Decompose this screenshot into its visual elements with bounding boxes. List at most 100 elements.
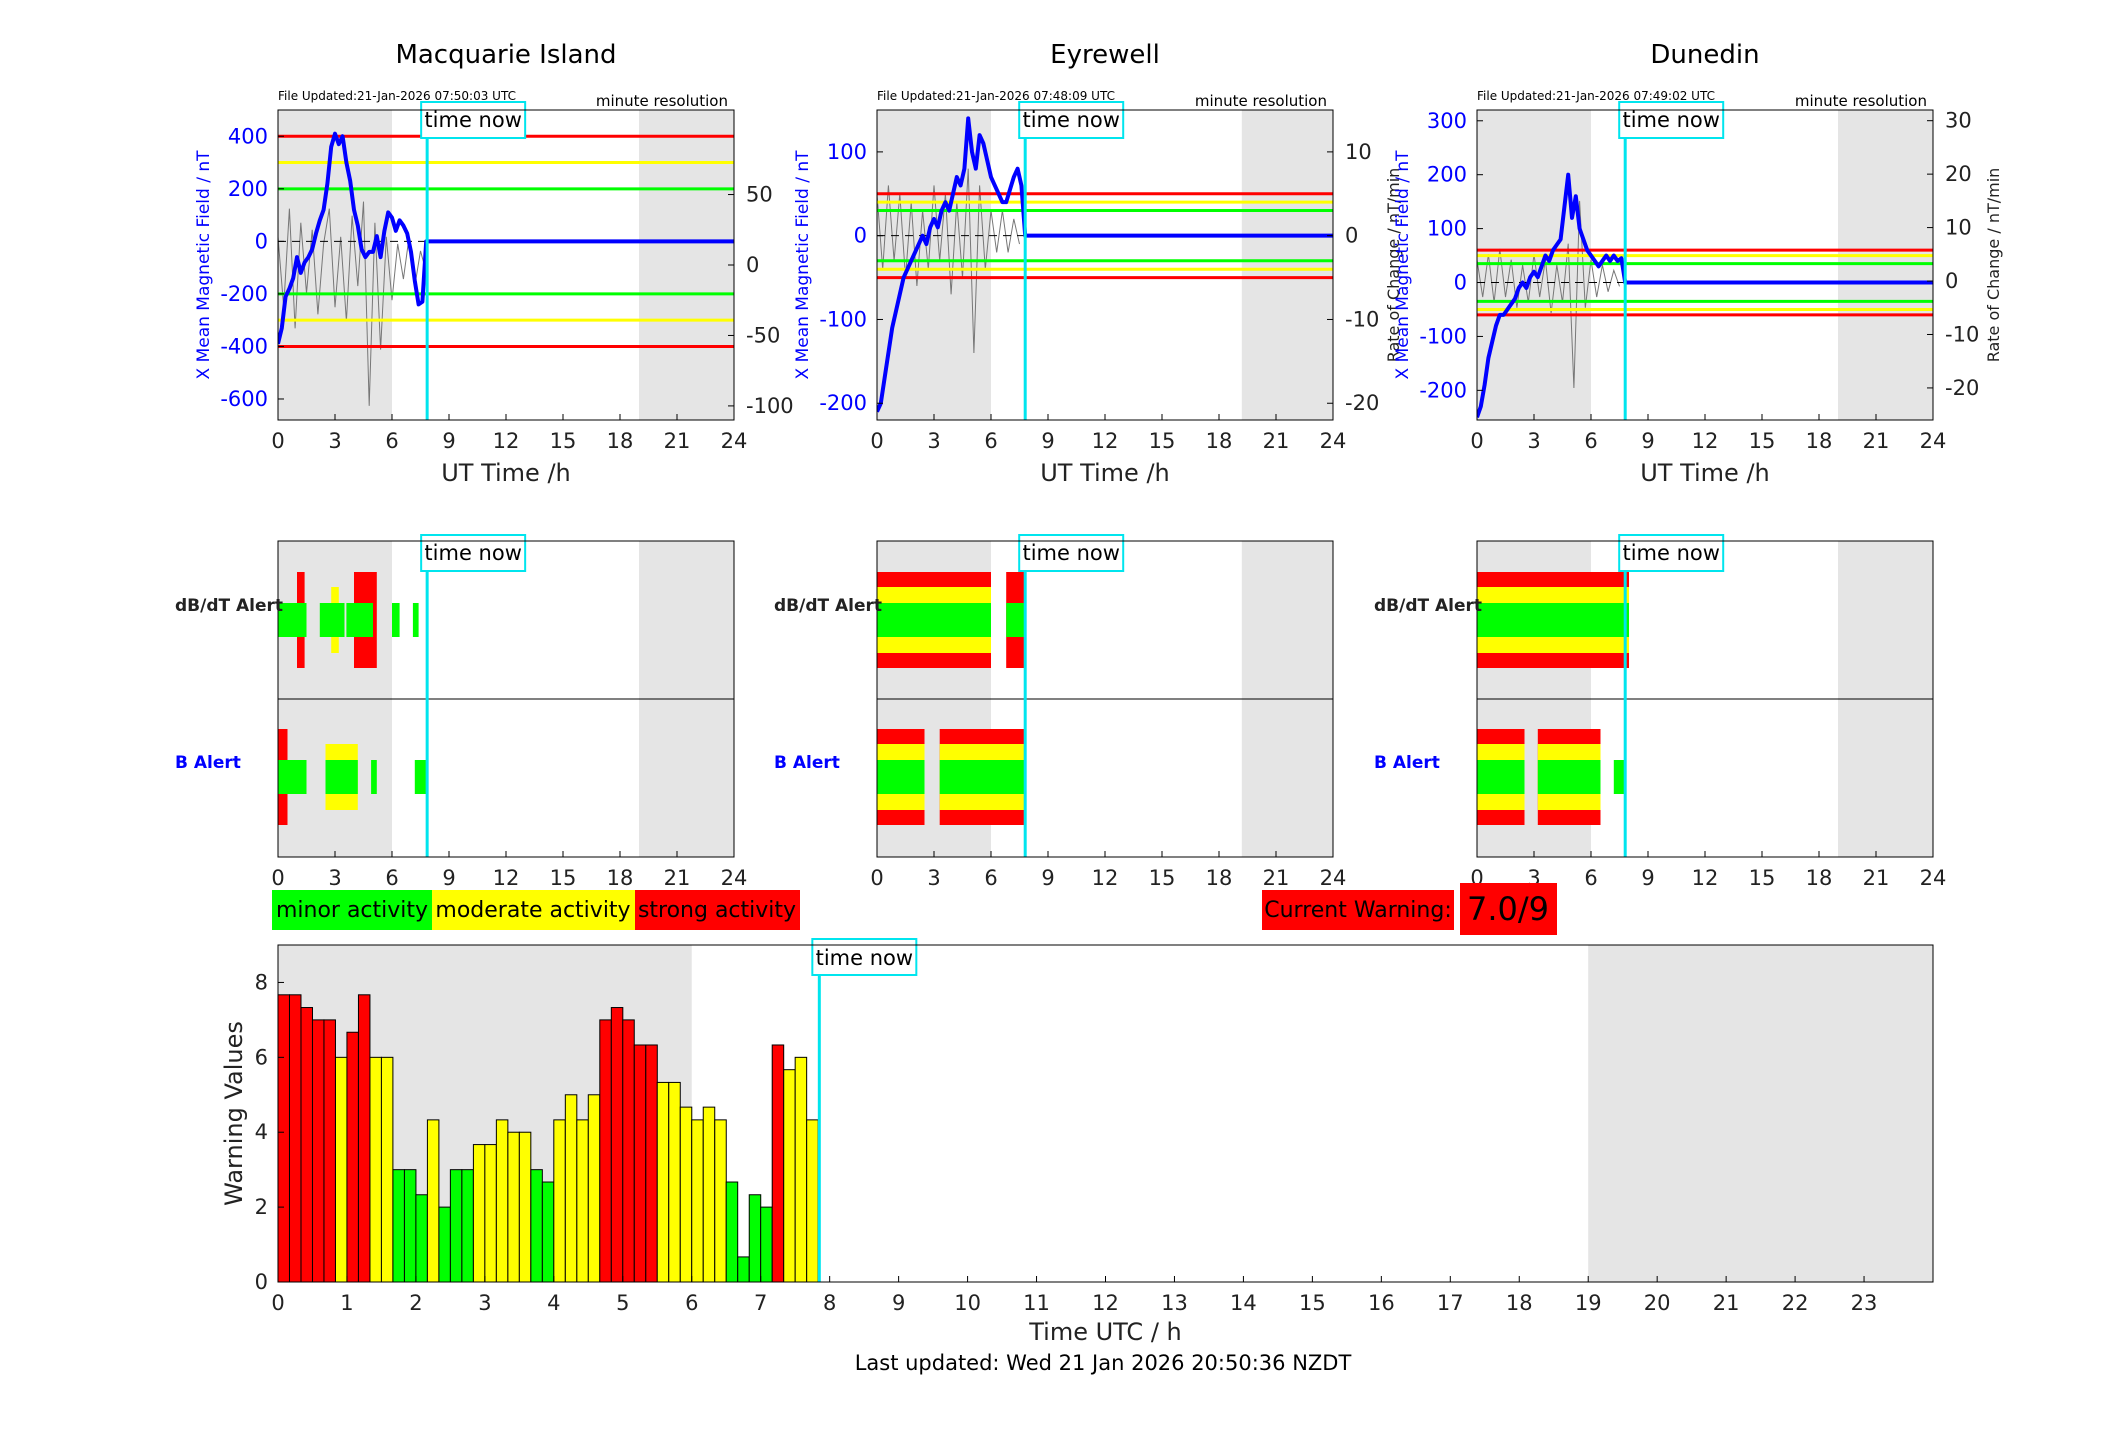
y-tick-label: 300 [1427,109,1467,133]
x-tick-label: 6 [984,866,997,890]
warning-bar-moderate [518,1131,532,1283]
db-alert-block-minor [346,603,373,637]
y-tick-label: 0 [255,229,268,253]
x-tick-label: 18 [1806,429,1833,453]
x-tick-label: 18 [1806,866,1833,890]
x-tick-label: 24 [721,866,748,890]
warning-bar-minor [748,1194,762,1283]
night-band [1241,110,1333,420]
activity-legend: minor activity moderate activity strong … [272,890,800,930]
warning-bar-moderate [507,1131,520,1283]
resolution-label: minute resolution [1195,92,1327,110]
db-alert-block-minor [392,603,400,637]
x-axis-label: UT Time /h [441,459,571,487]
x-tick-label: 15 [1749,429,1776,453]
x-tick-label: 18 [1206,866,1233,890]
x-tick-label: 24 [721,429,748,453]
legend-strong-swatch [635,890,800,930]
y-tick-label: 6 [255,1045,268,1069]
x-tick-label: 24 [1920,866,1947,890]
x-tick-label: 20 [1644,1291,1671,1315]
x-tick-label: 21 [1863,429,1890,453]
b-alert-block-minor [325,760,358,794]
y-right-tick-label: 0 [746,253,759,277]
chart-title-dunedin: Dunedin [1650,40,1759,70]
x-tick-label: 15 [1749,866,1776,890]
night-band [639,110,734,420]
legend-moderate-swatch [432,890,635,930]
warning-bar-minor [530,1169,543,1283]
warning-bar-minor [760,1206,773,1283]
x-tick-label: 24 [1920,429,1947,453]
x-tick-label: 24 [1320,866,1347,890]
x-tick-label: 12 [1692,429,1719,453]
x-tick-label: 12 [493,429,520,453]
y-tick-label: 100 [827,140,867,164]
db-alert-block-minor [1477,603,1629,637]
x-tick-label: 2 [409,1291,422,1315]
x-tick-label: 0 [870,429,883,453]
legend-moderate-label: moderate activity [435,898,630,923]
x-tick-label: 9 [442,429,455,453]
y-tick-label: 400 [228,124,268,148]
file-updated-text: File Updated:21-Jan-2026 07:49:02 UTC [1477,89,1715,103]
x-tick-label: 9 [1641,866,1654,890]
warning-bar-moderate [484,1144,497,1283]
warning-bar-moderate [806,1119,819,1283]
warning-bar-minor [461,1169,474,1283]
b-alert-label: B Alert [1374,753,1440,773]
warning-bar-moderate [691,1119,704,1283]
warning-bar-moderate [553,1119,566,1283]
warning-bar-strong [610,1007,624,1283]
x-tick-label: 6 [385,429,398,453]
night-band [877,110,991,420]
warning-bar-moderate [369,1056,382,1283]
time-now-label: time now [1622,541,1719,565]
x-tick-label: 21 [1263,866,1290,890]
x-tick-label: 21 [1713,1291,1740,1315]
y-right-tick-label: -20 [1345,391,1379,415]
y-tick-label: 200 [1427,163,1467,187]
chart-eyrewell-alerts: time now 0 3 6 9 12 15 18 21 24 dB/dT Alert B Alert [774,534,1347,890]
x-tick-label: 16 [1368,1291,1395,1315]
current-warning-panel: Current Warning: 7.0/9 [1262,883,1557,935]
warning-bar-moderate [714,1119,727,1283]
time-now-label: time now [1622,108,1719,132]
legend-minor-swatch [272,890,432,930]
b-alert-label: B Alert [175,753,241,773]
x-tick-label: 0 [271,1291,284,1315]
x-tick-label: 9 [1641,429,1654,453]
y-tick-label: 0 [1454,271,1467,295]
y-axis-label: X Mean Magnetic Field / nT [194,150,214,380]
x-tick-label: 9 [892,1291,905,1315]
y-tick-label: -100 [1419,324,1467,348]
warning-bar-strong [323,1019,336,1283]
x-tick-label: 0 [870,866,883,890]
x-tick-label: 15 [550,866,577,890]
warning-bar-moderate [668,1081,681,1283]
x-tick-label: 19 [1575,1291,1602,1315]
rate-of-change-series [877,168,1020,353]
night-band [1588,945,1933,1282]
x-tick-label: 21 [1263,429,1290,453]
x-tick-label: 15 [1299,1291,1326,1315]
x-tick-label: 6 [984,429,997,453]
db-alert-block-minor [412,603,419,637]
x-tick-label: 15 [550,429,577,453]
warning-bar-minor [541,1181,555,1283]
b-alert-block-minor [1477,760,1525,794]
x-tick-label: 8 [823,1291,836,1315]
y-right-tick-label: -20 [1945,376,1979,400]
x-tick-label: 10 [954,1291,981,1315]
warning-bar-moderate [587,1094,601,1283]
warning-bar-moderate [702,1106,716,1283]
time-now-label-box [1018,101,1125,139]
y-tick-label: 0 [854,224,867,248]
chart-title-macquarie-island: Macquarie Island [395,40,616,70]
x-tick-label: 12 [1092,429,1119,453]
y-right-tick-label: -50 [746,323,780,347]
file-updated-text: File Updated:21-Jan-2026 07:50:03 UTC [278,89,516,103]
x-tick-label: 12 [493,866,520,890]
warning-bar-strong [357,994,371,1283]
